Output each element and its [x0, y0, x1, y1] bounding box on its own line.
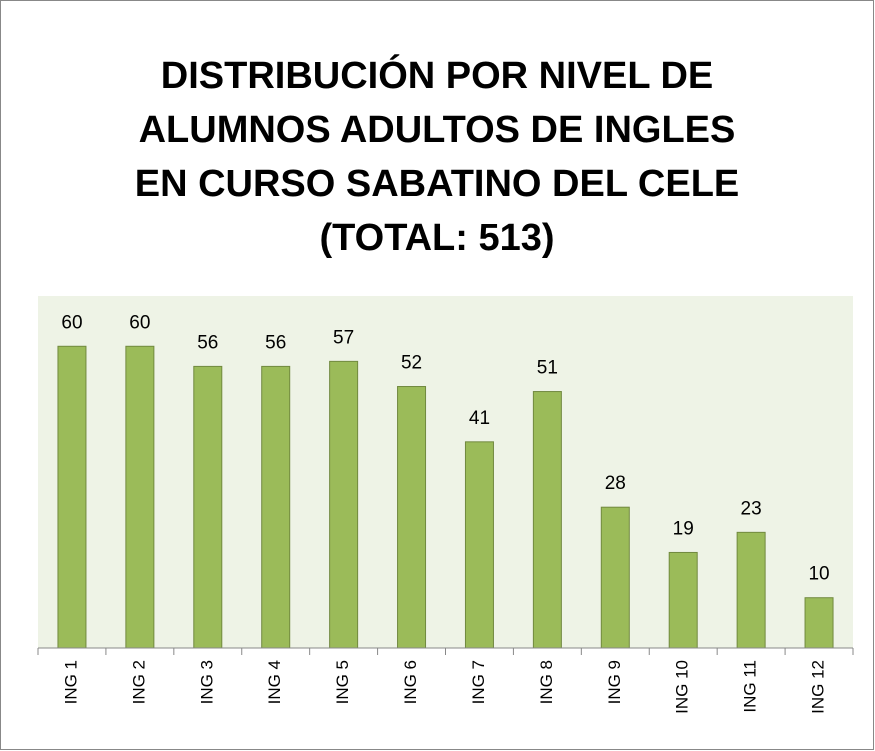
chart-title: DISTRIBUCIÓN POR NIVEL DE — [161, 53, 713, 97]
x-tick-label: ING 6 — [401, 660, 420, 704]
data-label: 60 — [61, 312, 82, 333]
data-label: 41 — [469, 408, 490, 429]
data-label: 56 — [265, 332, 286, 353]
data-label: 57 — [333, 327, 354, 348]
chart-title: (TOTAL: 513) — [319, 217, 554, 259]
bar — [600, 506, 630, 649]
bar — [804, 597, 834, 649]
bar — [329, 360, 359, 649]
x-tick-label: ING 2 — [129, 660, 148, 704]
chart-title: ALUMNOS ADULTOS DE INGLES — [139, 109, 736, 151]
x-tick-label: ING 9 — [605, 660, 624, 704]
x-tick-label: ING 10 — [673, 660, 692, 714]
x-tick-label: ING 12 — [809, 660, 828, 714]
bar — [668, 551, 698, 649]
bar — [532, 391, 562, 649]
data-label: 56 — [197, 332, 218, 353]
data-label: 60 — [129, 312, 150, 333]
bar — [464, 441, 494, 649]
x-tick-label: ING 11 — [741, 660, 760, 713]
x-tick-label: ING 8 — [537, 660, 556, 704]
x-tick-label: ING 1 — [61, 660, 80, 704]
plot-area — [38, 296, 853, 648]
bar — [736, 531, 766, 649]
bar — [57, 345, 87, 649]
x-tick-label: ING 7 — [469, 660, 488, 704]
bar — [261, 365, 291, 649]
data-label: 23 — [741, 498, 762, 519]
x-tick-label: ING 4 — [265, 660, 284, 704]
data-label: 52 — [401, 353, 422, 374]
bar — [397, 386, 427, 649]
x-tick-label: ING 5 — [333, 660, 352, 704]
bar — [125, 345, 155, 649]
x-tick-label: ING 3 — [197, 660, 216, 704]
chart-title: EN CURSO SABATINO DEL CELE — [135, 163, 740, 205]
bar — [193, 365, 223, 649]
data-label: 28 — [605, 473, 626, 494]
data-label: 10 — [808, 564, 829, 585]
data-label: 51 — [537, 358, 558, 379]
data-label: 19 — [673, 518, 694, 539]
